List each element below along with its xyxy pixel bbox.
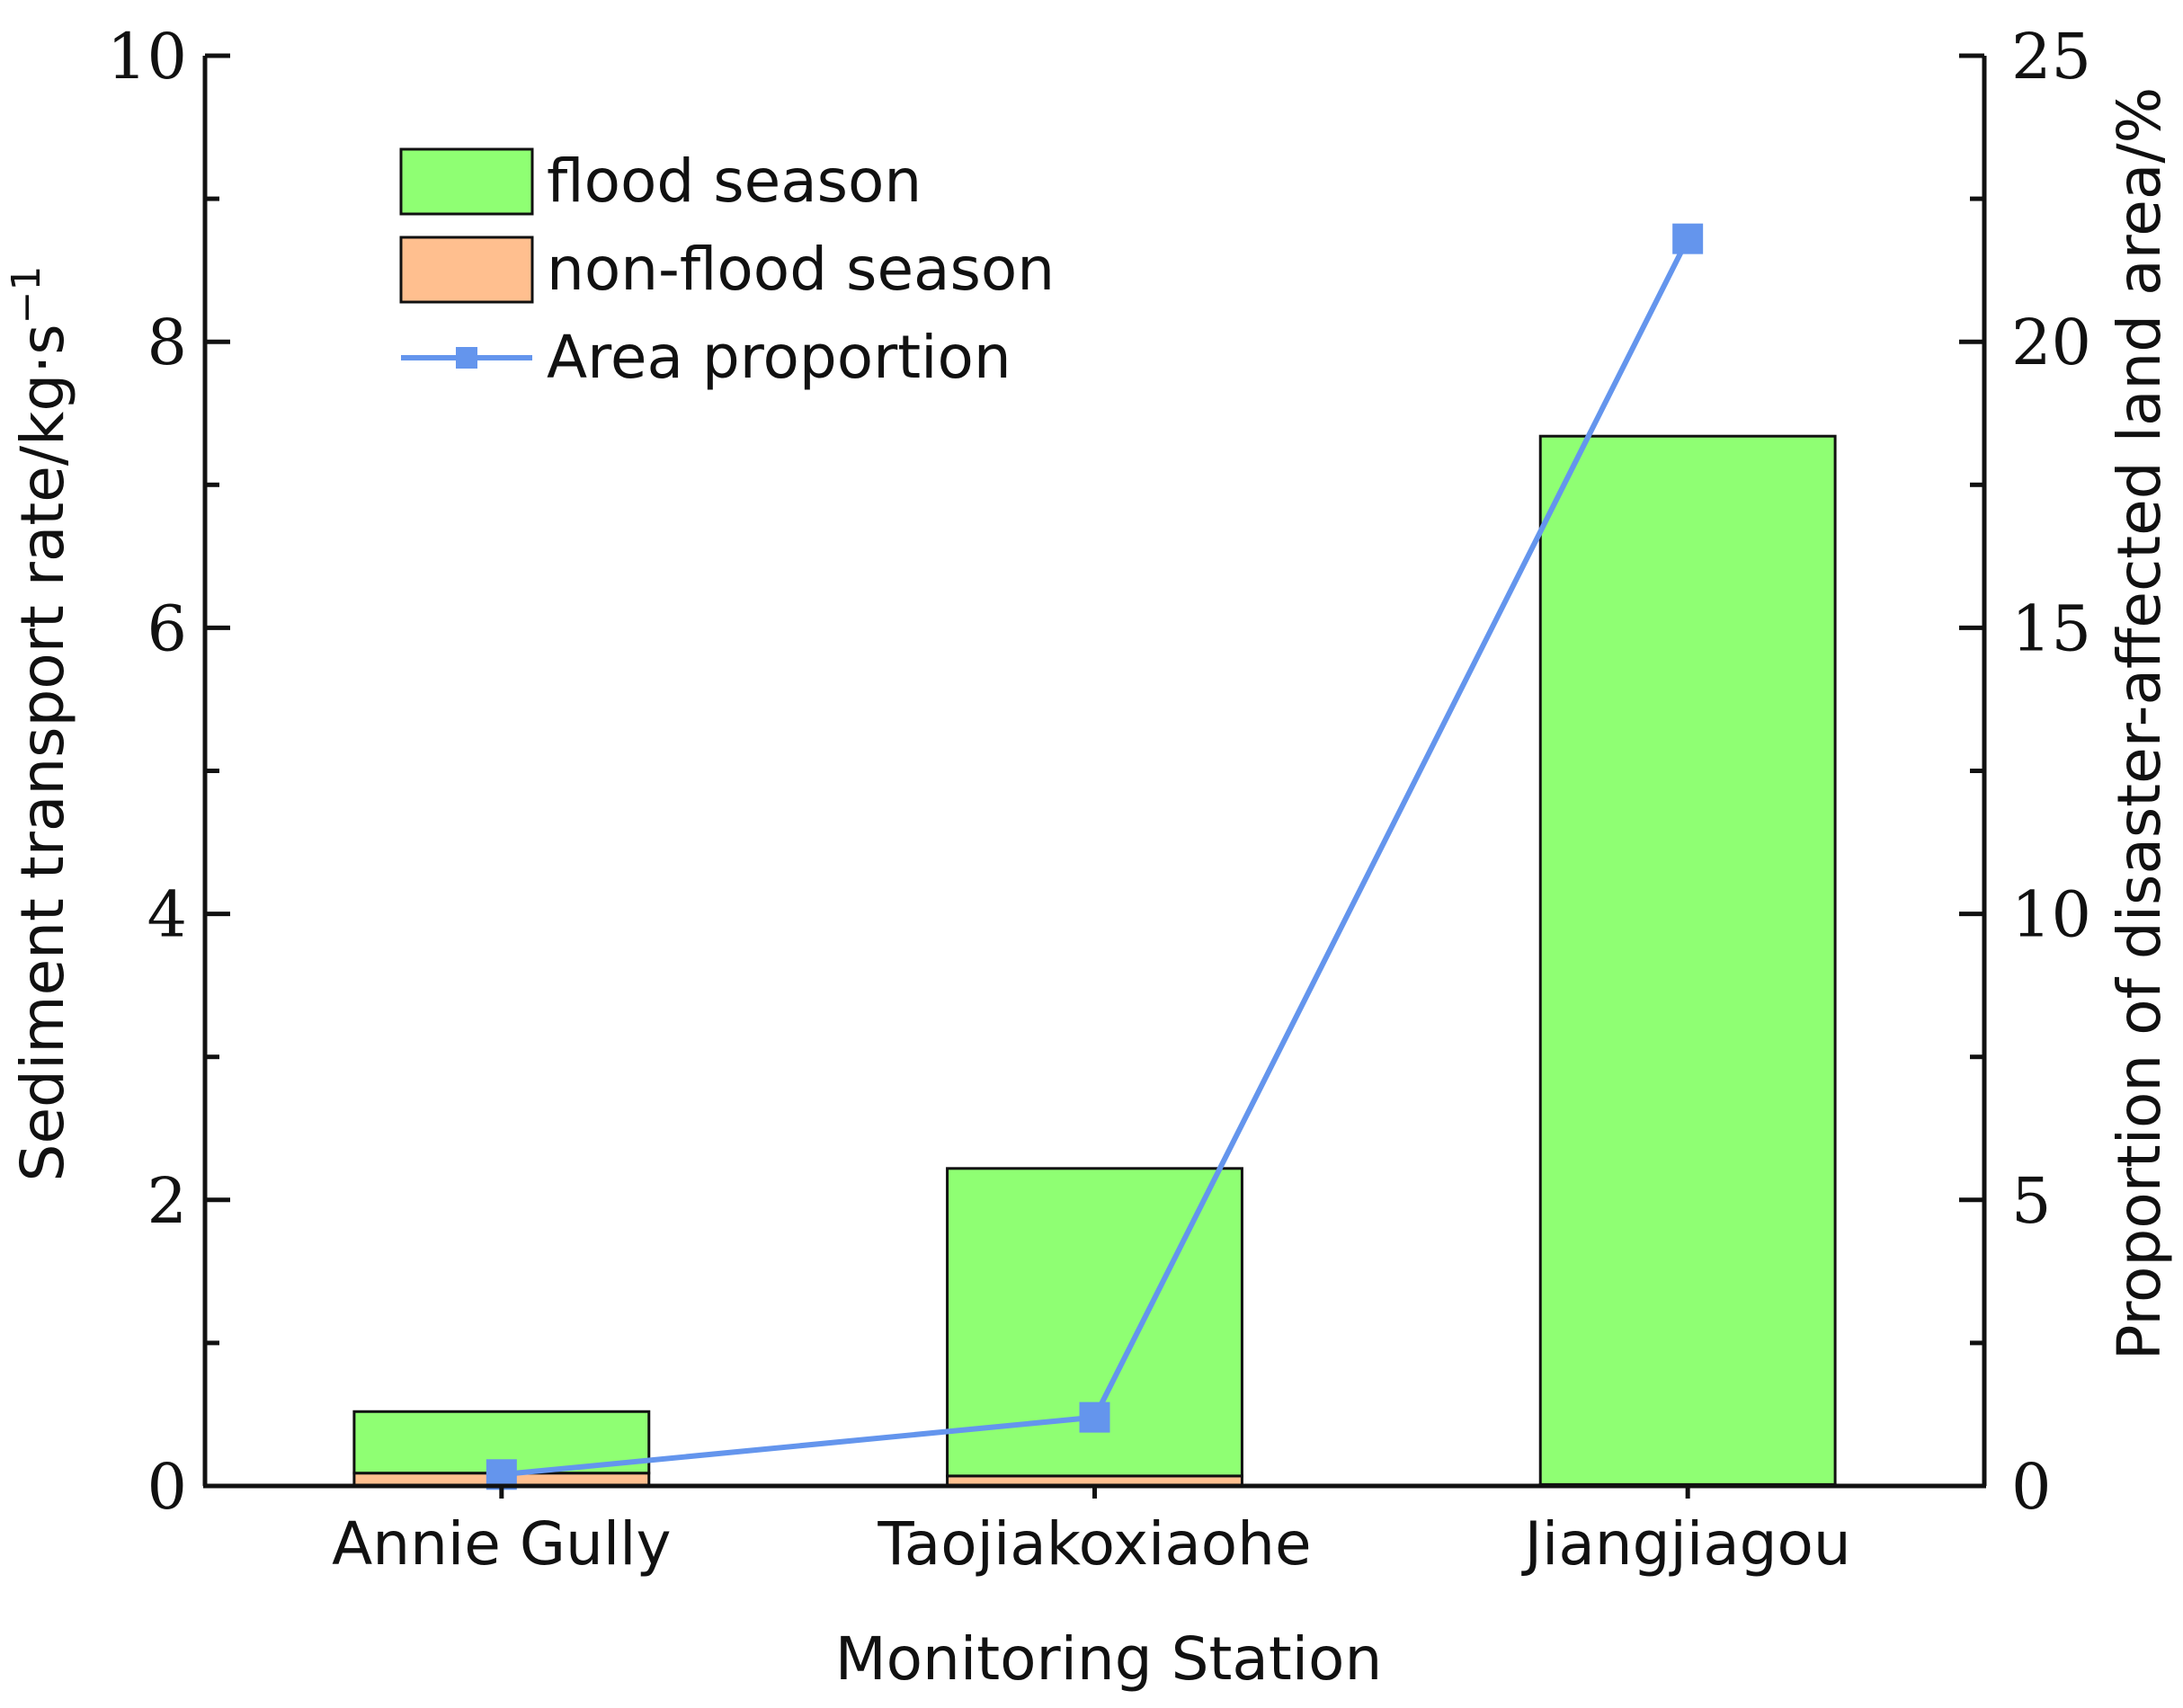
- y-tick-label-6: 6: [147, 592, 187, 665]
- legend: flood season non-flood season Area proport…: [399, 147, 1055, 392]
- y-tick-label-0: 0: [147, 1450, 187, 1524]
- legend-item-non-flood-season: non-flood season: [399, 235, 1055, 304]
- legend-label-area-proportion: Area proportion: [547, 323, 1011, 392]
- marker-area-proportion-taojiakoxiaohe: [1079, 1401, 1110, 1433]
- y2-tick-label-0: 0: [2011, 1450, 2052, 1524]
- bar-flood-season-jiangjiagou: [1538, 434, 1837, 1486]
- line-layer: [486, 223, 1704, 1490]
- y2-axis-title: Proportion of disaster-affected land are…: [2105, 87, 2174, 1361]
- x-tick-label-annie-gully: Annie Gully: [332, 1509, 671, 1579]
- y2-tick-label-5: 5: [2011, 1164, 2052, 1238]
- x-tick-label-jiangjiagou: Jiangjiagou: [1521, 1509, 1851, 1579]
- y-tick-label-2: 2: [147, 1164, 187, 1238]
- y2-tick-label-20: 20: [2011, 306, 2091, 379]
- y2-tick-label-15: 15: [2011, 592, 2091, 665]
- y-axis-title-main: Sediment transport rate/kg·s: [8, 324, 77, 1181]
- legend-swatch-non-flood-season: [399, 236, 534, 304]
- y-axis-title: Sediment transport rate/kg·s−1: [4, 266, 77, 1182]
- labels-layer: 0 2 4 6 8 10 0 5 10 15 20 25 Annie Gully Taojiakoxiao…: [107, 20, 2091, 1579]
- y-axis-title-superscript: −1: [4, 266, 49, 325]
- y-tick-label-4: 4: [147, 878, 187, 952]
- legend-label-non-flood-season: non-flood season: [547, 235, 1055, 304]
- legend-swatch-flood-season: [399, 147, 534, 216]
- x-tick-label-taojiakoxiaohe: Taojiakoxiaohe: [877, 1509, 1311, 1579]
- legend-item-area-proportion: Area proportion: [401, 323, 1011, 392]
- legend-item-flood-season: flood season: [399, 147, 922, 216]
- y-tick-label-10: 10: [107, 20, 187, 93]
- y2-tick-label-25: 25: [2011, 20, 2091, 93]
- y-tick-label-8: 8: [147, 306, 187, 379]
- bars-layer: [352, 434, 1837, 1488]
- marker-area-proportion-jiangjiagou: [1672, 223, 1704, 254]
- y2-tick-label-10: 10: [2011, 878, 2091, 952]
- ticks-layer: [205, 53, 1984, 1499]
- legend-marker-area-proportion: [456, 347, 477, 369]
- x-axis-title: Monitoring Station: [835, 1624, 1383, 1694]
- legend-label-flood-season: flood season: [547, 147, 922, 216]
